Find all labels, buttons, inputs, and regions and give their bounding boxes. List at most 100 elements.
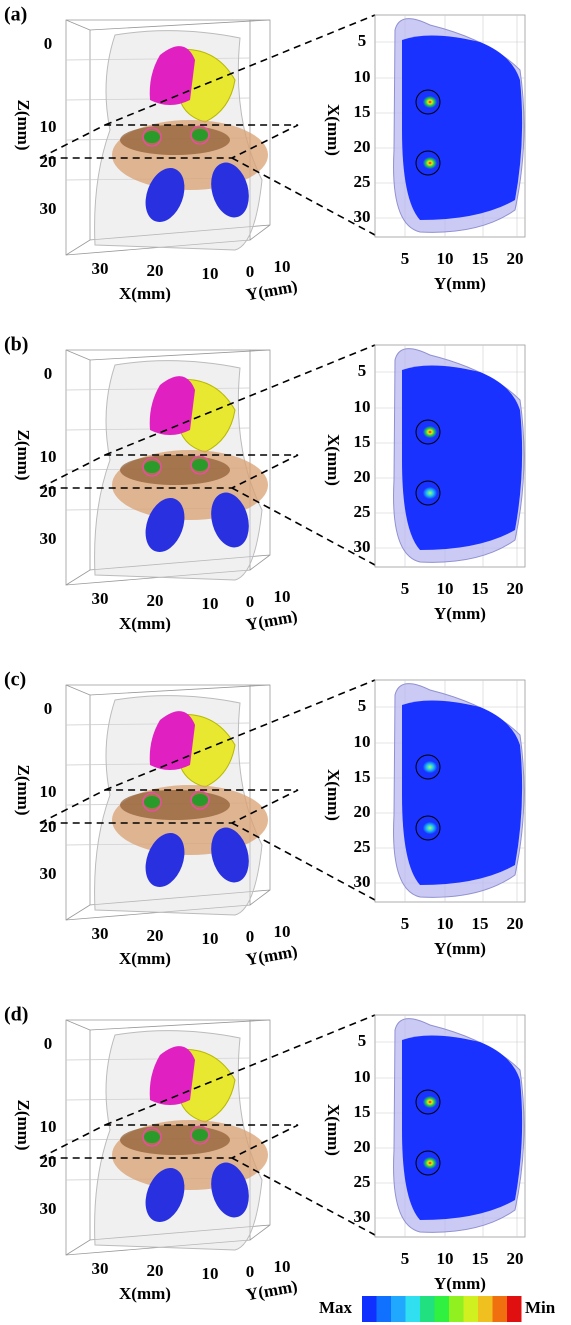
slice-frame [374, 14, 526, 238]
colorbar-cell [492, 1296, 507, 1322]
x-tick-label: 20 [147, 261, 164, 280]
x-tick-label: 30 [354, 207, 371, 226]
x-axis-label: X(mm) [324, 104, 343, 156]
z-tick-label: 20 [40, 817, 57, 836]
z-tick-label: 20 [40, 482, 57, 501]
z-tick-label: 30 [40, 529, 57, 548]
heart [149, 1046, 195, 1105]
y-tick-label: 5 [401, 1249, 410, 1268]
y-axis-label: Y(mm) [434, 1274, 486, 1293]
x-tick-label: 30 [354, 1207, 371, 1226]
x-tick-label: 20 [354, 802, 371, 821]
dose-spot [423, 761, 437, 773]
y-tick-label: 20 [507, 914, 524, 933]
slice-plane [39, 789, 299, 824]
kidney [211, 492, 249, 548]
kidney [211, 162, 249, 218]
x-axis-label: X(mm) [324, 434, 343, 486]
x-axis-label: X(mm) [324, 769, 343, 821]
colorbar-cell [362, 1296, 377, 1322]
y-tick-label: 5 [401, 249, 410, 268]
slice-tissue [402, 700, 523, 885]
x-tick-label: 20 [147, 1261, 164, 1280]
y-tick-label: 20 [507, 579, 524, 598]
x-tick-label: 10 [354, 397, 371, 416]
tumor [192, 129, 208, 141]
tumor [144, 131, 160, 143]
kidney [211, 1162, 249, 1218]
x-tick-label: 0 [246, 262, 255, 281]
slice-plane [39, 454, 299, 489]
colorbar-cell [391, 1296, 406, 1322]
y-tick-label: 10 [274, 587, 291, 606]
colorbar-label: Max [319, 1298, 353, 1317]
box-edge [65, 19, 271, 256]
colorbar-cell [376, 1296, 391, 1322]
box-edge [65, 349, 271, 586]
heart [149, 376, 195, 435]
target [190, 125, 210, 145]
y-axis-label: Y(mm) [434, 604, 486, 623]
x-axis-label: X(mm) [119, 284, 171, 303]
y-axis-label: Y(mm) [434, 939, 486, 958]
y-tick-label: 20 [507, 1249, 524, 1268]
heart [149, 46, 195, 105]
target [142, 1127, 162, 1147]
panel: (d) 0 10 20 30 Z(mm) 30 20 10 0 10 X(mm) Y(mm) 5 10 15 2… [4, 1004, 526, 1304]
panel-label: (d) [4, 1004, 28, 1026]
y-axis-label: Y(mm) [434, 274, 486, 293]
y-tick-label: 10 [274, 1257, 291, 1276]
x-tick-label: 20 [354, 1137, 371, 1156]
y-tick-label: 15 [472, 579, 489, 598]
x-tick-label: 10 [202, 264, 219, 283]
x-axis-label: X(mm) [119, 1284, 171, 1303]
panel-label: (b) [4, 334, 28, 356]
z-tick-label: 30 [40, 199, 57, 218]
box-edge [65, 1019, 271, 1256]
y-tick-label: 15 [472, 1249, 489, 1268]
x-tick-label: 10 [202, 1264, 219, 1283]
z-tick-label: 20 [40, 1152, 57, 1171]
slice-frame [374, 1014, 526, 1238]
x-tick-label: 10 [354, 67, 371, 86]
connector [104, 344, 376, 456]
tumor [192, 794, 208, 806]
dose-spot [423, 1096, 437, 1108]
target [190, 1125, 210, 1145]
heart [149, 711, 195, 770]
kidney [145, 1167, 185, 1223]
x-tick-label: 5 [358, 31, 367, 50]
z-tick-label: 0 [44, 364, 53, 383]
y-tick-label: 5 [401, 914, 410, 933]
connector [231, 157, 376, 236]
x-tick-label: 25 [354, 172, 371, 191]
box-edge [65, 684, 271, 921]
colorbar-cell [507, 1296, 522, 1322]
target [190, 455, 210, 475]
z-axis-label: Z(mm) [14, 1100, 33, 1151]
x-tick-label: 20 [147, 591, 164, 610]
x-axis-label: X(mm) [119, 949, 171, 968]
target [142, 127, 162, 147]
x-tick-label: 10 [202, 594, 219, 613]
y-tick-label: 10 [437, 579, 454, 598]
kidney [145, 167, 185, 223]
connector [104, 14, 376, 126]
connector [231, 487, 376, 566]
z-tick-label: 0 [44, 34, 53, 53]
x-tick-label: 25 [354, 1172, 371, 1191]
x-tick-label: 5 [358, 1031, 367, 1050]
kidney [145, 497, 185, 553]
x-tick-label: 30 [92, 924, 109, 943]
dose-spot [423, 426, 437, 438]
x-tick-label: 10 [354, 1067, 371, 1086]
x-tick-label: 15 [354, 767, 371, 786]
z-tick-label: 0 [44, 1034, 53, 1053]
slice-tissue [402, 35, 523, 220]
target [190, 790, 210, 810]
y-tick-label: 15 [472, 914, 489, 933]
dose-spot [423, 157, 437, 169]
connector [104, 679, 376, 791]
x-tick-label: 30 [92, 1259, 109, 1278]
